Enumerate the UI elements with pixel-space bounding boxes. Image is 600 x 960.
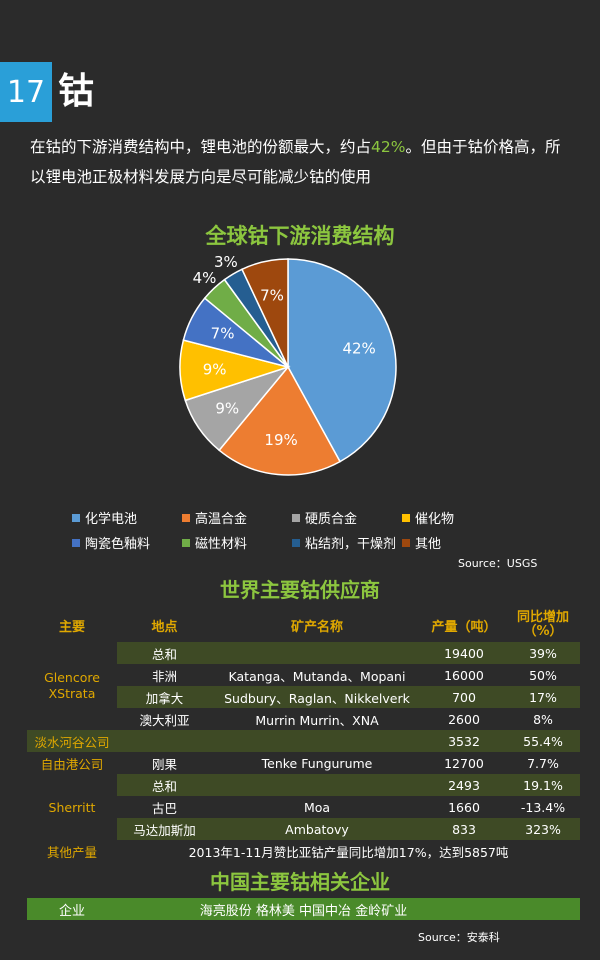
legend-item: 粘结剂，干燥剂 — [292, 533, 402, 552]
company-sherritt: Sherritt — [27, 774, 117, 840]
header-company: 主要 — [58, 619, 85, 635]
pie-slice-label: 19% — [264, 431, 297, 449]
table-row: 马达加斯加 Ambatovy 833 323% — [27, 818, 580, 840]
table-row: 古巴 Moa 1660 -13.4% — [151, 799, 566, 816]
pie-slice — [241, 258, 289, 368]
supply-table: 主要 地点 矿产名称 产量（吨） 同比增加（%） Glencore XStrata… — [27, 608, 580, 862]
legend-item: 磁性材料 — [182, 533, 292, 552]
page-title: 钴 — [58, 71, 95, 112]
legend-swatch — [182, 513, 190, 522]
intro-part2: 。但由于钴价格高，所以锂电池正极材料发展方向是尽可能减少钴的使用 — [30, 138, 561, 186]
legend-label: 高温合金 — [195, 512, 248, 527]
table-row: Glencore XStrata 总和 19400 39% — [27, 642, 580, 730]
legend-label: 粘结剂，干燥剂 — [305, 537, 397, 552]
chart-legend: 化学电池 高温合金 硬质合金 催化物陶瓷色釉料 磁性材料 粘结剂，干燥剂 其他 — [72, 508, 542, 552]
legend-item: 其他 — [402, 533, 512, 552]
table-header-row: 主要 地点 矿产名称 产量（吨） 同比增加（%） — [27, 608, 580, 642]
table-row: 淡水河谷公司 3532 55.4% — [27, 730, 580, 752]
page-number: 17 — [0, 62, 52, 122]
table-row: Sherritt 总和 2493 19.1% — [27, 774, 580, 840]
legend-item: 催化物 — [402, 508, 512, 527]
legend-swatch — [72, 538, 80, 547]
header-mine: 矿产名称 — [290, 619, 343, 635]
china-title: 中国主要钴相关企业 — [210, 870, 390, 894]
pie-slice-label: 9% — [215, 399, 239, 417]
legend-label: 硬质合金 — [305, 512, 358, 527]
chart-source: Source：USGS — [458, 557, 538, 570]
pie-slice-label: 4% — [193, 269, 217, 287]
pie-slice-label: 3% — [214, 255, 238, 271]
legend-label: 陶瓷色釉料 — [85, 537, 151, 552]
company-vale: 淡水河谷公司 — [34, 734, 110, 750]
legend-item: 高温合金 — [182, 508, 292, 527]
legend-label: 催化物 — [415, 512, 455, 527]
legend-label: 其他 — [415, 537, 442, 552]
pie-slice-label: 7% — [211, 325, 235, 343]
china-companies-bar: 企业 海亮股份 格林美 中国中冶 金岭矿业 — [27, 898, 580, 920]
table-row: 自由港公司 刚果 Tenke Fungurume 12700 7.7% — [27, 752, 580, 774]
supply-title: 世界主要钴供应商 — [220, 578, 380, 602]
header-yoy: 同比增加（%） — [516, 610, 569, 639]
table-row: 非洲 Katanga、Mutanda、Mopani 16000 50% — [151, 667, 557, 684]
legend-label: 磁性材料 — [195, 537, 248, 552]
legend-swatch — [292, 538, 300, 547]
company-freeport: 自由港公司 — [40, 756, 104, 772]
intro-part1: 在钴的下游消费结构中，锂电池的份额最大，约占 — [30, 138, 372, 156]
legend-item: 陶瓷色釉料 — [72, 533, 182, 552]
pie-slice — [287, 258, 397, 463]
legend-swatch — [402, 538, 410, 547]
header-output: 产量（吨） — [431, 619, 497, 635]
pie-slice-label: 9% — [203, 360, 227, 378]
table-row-other: 其他产量 2013年1-11月赞比亚钴产量同比增加17%，达到5857吨 — [27, 840, 580, 862]
legend-swatch — [182, 538, 190, 547]
pie-slice-label: 42% — [342, 340, 375, 358]
table-row: 澳大利亚 Murrin Murrin、XNA 2600 8% — [139, 711, 553, 728]
header-place: 地点 — [151, 619, 178, 635]
intro-text: 在钴的下游消费结构中，锂电池的份额最大，约占42%。但由于钴价格高，所以锂电池正… — [30, 132, 575, 192]
company-glencore: Glencore XStrata — [27, 642, 117, 730]
other-label: 其他产量 — [46, 844, 97, 860]
china-companies: 海亮股份 格林美 中国中冶 金岭矿业 — [199, 904, 408, 919]
page-header: 17 钴 — [0, 62, 600, 122]
legend-label: 化学电池 — [85, 512, 138, 527]
pie-slice-label: 7% — [260, 286, 284, 304]
china-source: Source：安泰科 — [418, 931, 500, 944]
intro-highlight: 42% — [371, 138, 406, 156]
legend-swatch — [72, 513, 80, 522]
legend-item: 化学电池 — [72, 508, 182, 527]
pie-slice — [218, 365, 342, 476]
legend-swatch — [402, 513, 410, 522]
other-text: 2013年1-11月赞比亚钴产量同比增加17%，达到5857吨 — [188, 844, 509, 860]
china-label: 企业 — [59, 904, 86, 919]
chart-title: 全球钴下游消费结构 — [205, 224, 395, 248]
legend-swatch — [292, 513, 300, 522]
table-row: 加拿大 Sudbury、Raglan、Nikkelverk 700 17% — [27, 686, 580, 708]
pie-chart: 42% 19% 9% 9% 7% 4%3% 7% — [179, 255, 397, 476]
legend-item: 硬质合金 — [292, 508, 402, 527]
